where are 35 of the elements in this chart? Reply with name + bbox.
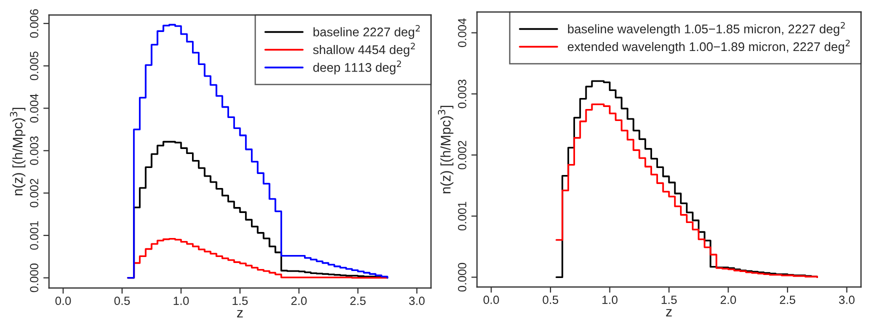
x-tick-label: 0.5 — [114, 296, 130, 306]
y-tick-label: 0.001 — [458, 202, 466, 230]
x-tick-label: 0.0 — [483, 296, 499, 304]
y-tick-label: 0.003 — [458, 80, 466, 108]
x-tick-label: 2.0 — [720, 296, 736, 304]
legend-label: shallow 4454 deg$^{2}$ — [313, 42, 415, 57]
legend-label: extended wavelength 1.00−1.89 micron, 2227 deg$^{2}$ — [568, 40, 850, 54]
x-tick-label: 1.0 — [602, 296, 618, 304]
x-tick-label: 3.0 — [409, 296, 425, 306]
x-axis-title: z — [666, 309, 672, 316]
x-axis-title: z — [237, 310, 243, 318]
y-tick-label: 0.003 — [30, 136, 38, 165]
y-tick-label: 0.004 — [458, 18, 466, 48]
x-tick-label: 0.0 — [55, 296, 71, 306]
y-tick-label: 0.006 — [30, 9, 38, 38]
x-tick-label: 0.5 — [542, 296, 558, 304]
x-tick-label: 1.5 — [662, 296, 677, 304]
y-tick-label: 0.000 — [458, 262, 466, 292]
x-tick-label: 2.5 — [780, 296, 796, 304]
legend-label: deep 1113 deg$^{2}$ — [313, 60, 401, 74]
legend-label: baseline 2227 deg$^{2}$ — [314, 25, 420, 39]
y-tick-label: 0.002 — [30, 178, 38, 208]
y-tick-label: 0.002 — [458, 140, 466, 170]
y-axis-title: n(z) [(h/Mpc)$^{3}$] — [438, 106, 454, 194]
x-tick-label: 2.5 — [350, 296, 366, 306]
x-tick-label: 2.0 — [291, 296, 307, 306]
y-tick-label: 0.000 — [30, 264, 38, 292]
y-tick-label: 0.001 — [30, 221, 38, 250]
y-tick-label: 0.004 — [30, 94, 38, 123]
x-tick-label: 1.5 — [232, 296, 248, 306]
x-tick-label: 3.0 — [839, 296, 855, 304]
legend-label: baseline wavelength 1.05−1.85 micron, 2227 deg$^{2}$ — [568, 22, 845, 36]
y-tick-label: 0.005 — [30, 52, 38, 80]
y-axis-title: n(z) [(h/Mpc)$^{3}$] — [10, 108, 26, 196]
x-tick-label: 1.0 — [174, 296, 189, 306]
